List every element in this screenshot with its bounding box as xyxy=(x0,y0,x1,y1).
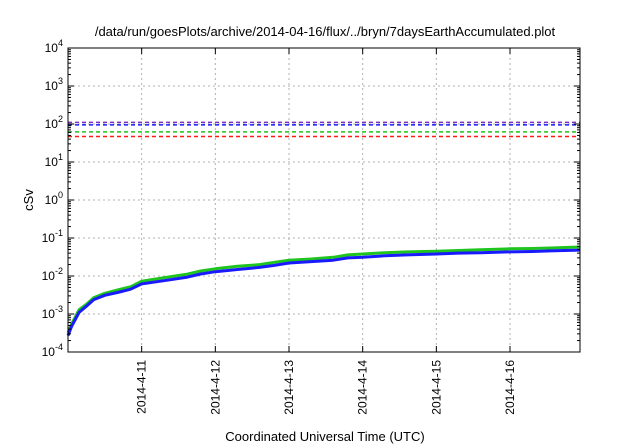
y-tick-label: 10-3 xyxy=(42,304,63,321)
y-tick-label: 10-4 xyxy=(42,342,63,359)
x-tick-label: 2014-4-11 xyxy=(135,360,149,414)
plot-frame xyxy=(67,47,581,353)
series-line-1 xyxy=(66,245,581,334)
y-tick-label: 100 xyxy=(45,190,63,207)
x-tick-label: 2014-4-14 xyxy=(356,360,370,415)
x-tick-label: 2014-4-13 xyxy=(282,360,296,415)
y-tick-label: 104 xyxy=(45,38,63,55)
x-tick-label: 2014-4-12 xyxy=(208,360,222,415)
y-tick-label: 10-1 xyxy=(42,228,63,245)
y-tick-label: 102 xyxy=(45,114,63,131)
plot-marks xyxy=(66,121,581,337)
y-axis-label: cSv xyxy=(21,189,36,211)
x-tick-label: 2014-4-15 xyxy=(429,360,443,415)
y-tick-label: 10-2 xyxy=(42,266,63,283)
grid-lines xyxy=(68,48,580,352)
y-tick-label: 103 xyxy=(45,76,63,93)
x-tick-label: 2014-4-16 xyxy=(503,360,517,415)
y-tick-label: 101 xyxy=(45,152,63,169)
chart-title: /data/run/goesPlots/archive/2014-04-16/f… xyxy=(95,24,556,39)
series-line-2 xyxy=(66,248,581,337)
x-axis-label: Coordinated Universal Time (UTC) xyxy=(225,429,424,444)
axis-ticks: 10-4 10-3 10-2 10-1 100 101 102 103 104 2014-4-11… xyxy=(42,38,580,415)
